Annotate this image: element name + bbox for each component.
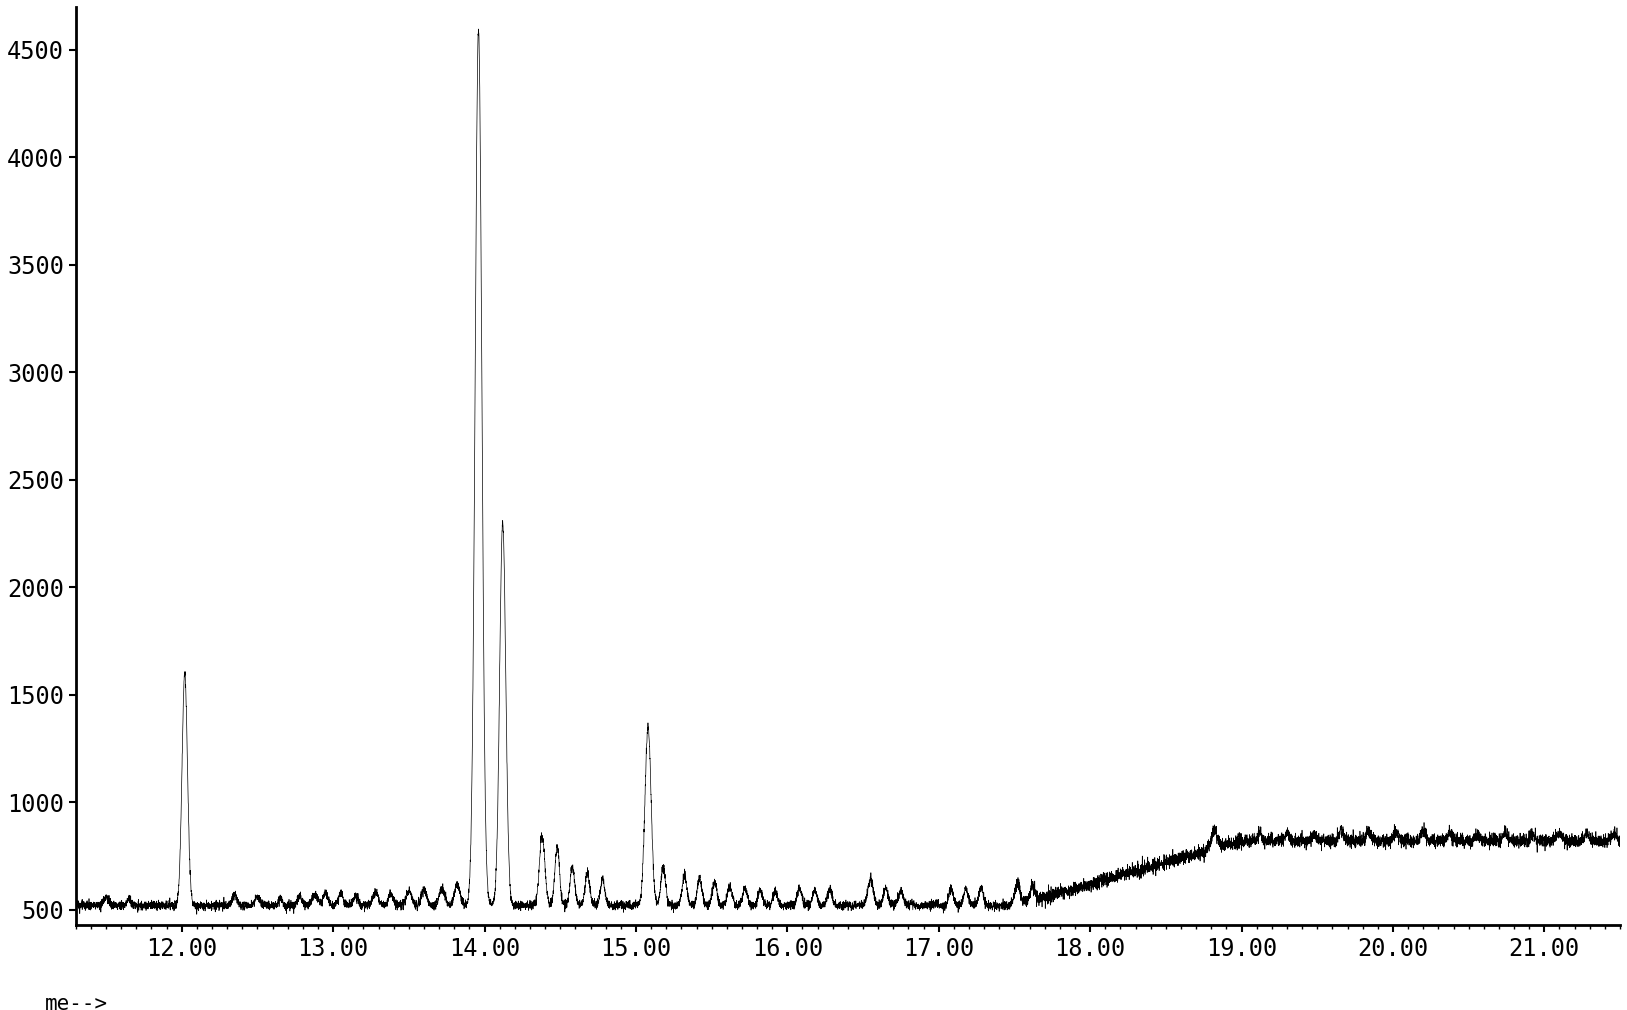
Text: me-->: me--> [46,994,107,1010]
